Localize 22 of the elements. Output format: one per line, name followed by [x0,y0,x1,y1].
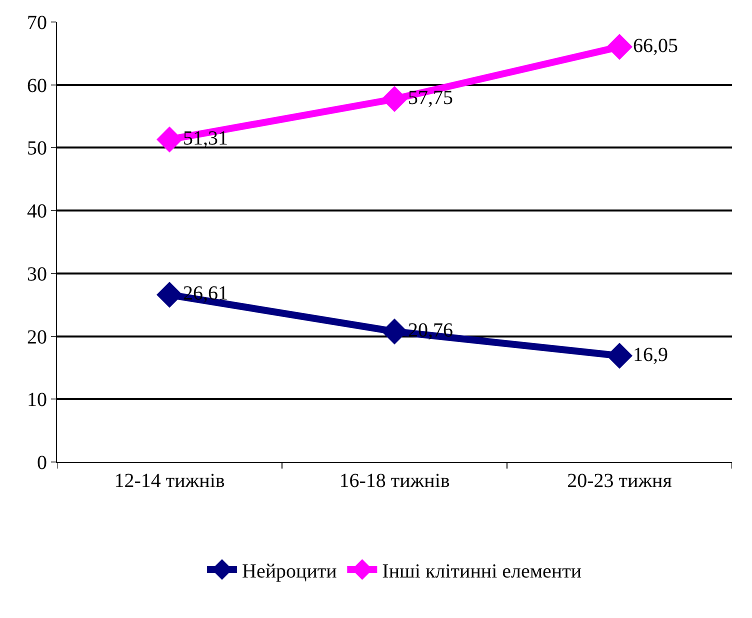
legend-label: Інші клітинні елементи [382,560,582,582]
point [382,318,408,345]
x-tick-label: 16-18 тижнів [339,470,450,492]
point [606,34,632,60]
x-tick-label: 12-14 тижнів [114,470,225,492]
y-tick-label: 0 [37,452,47,474]
point [156,126,182,152]
legend-label: Нейроцити [242,560,338,582]
y-tick-label: 30 [27,263,47,286]
data-label: 57,75 [408,87,453,109]
point [156,282,182,308]
point [606,342,632,369]
y-tick-label: 20 [27,326,47,348]
y-tick-label: 60 [27,74,47,97]
data-label: 66,05 [633,34,678,57]
y-tick-label: 70 [27,12,47,34]
y-tick-label: 50 [27,138,47,160]
point [382,86,408,112]
y-tick-label: 40 [27,200,47,223]
x-tick-label: 20-23 тижня [567,470,672,492]
y-tick-label: 10 [27,389,47,412]
data-label: 16,9 [633,344,668,366]
